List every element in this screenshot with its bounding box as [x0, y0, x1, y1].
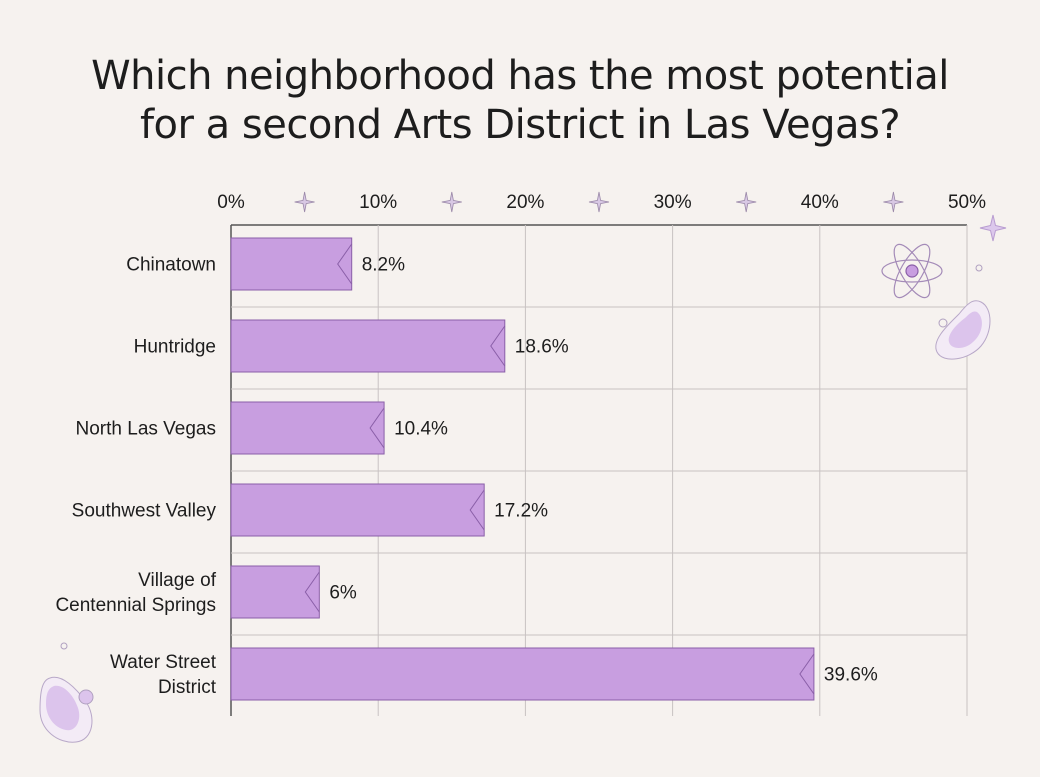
grid	[230, 224, 968, 716]
chart-title-line-1: Which neighborhood has the most potentia…	[91, 53, 949, 99]
sparkle-icon	[588, 191, 610, 213]
category-label-line: Huntridge	[134, 337, 216, 358]
category-label-line: Village of	[138, 570, 217, 591]
bar-end-notch	[799, 653, 815, 695]
value-label: 8.2%	[362, 255, 405, 276]
category-label-line: Water Street	[110, 652, 217, 673]
value-label: 18.6%	[515, 337, 569, 358]
bubble-icon	[78, 689, 94, 705]
bar	[230, 483, 485, 537]
sparkle-icon	[441, 191, 462, 213]
category-label: North Las Vegas	[76, 419, 216, 440]
sparkle-icon	[736, 191, 757, 213]
category-label-line: Southwest Valley	[72, 501, 217, 522]
x-tick-label: 40%	[801, 192, 839, 213]
bar	[230, 237, 353, 291]
bar	[230, 647, 815, 701]
x-tick-label: 20%	[506, 192, 544, 213]
value-label: 10.4%	[394, 419, 448, 440]
bar-end-notch	[490, 325, 506, 367]
bar-end-notch	[469, 489, 485, 531]
category-label: Huntridge	[134, 337, 216, 358]
category-label: Village of Centennial Springs	[55, 570, 216, 616]
atom-icon	[881, 243, 943, 299]
value-label: 39.6%	[824, 665, 878, 686]
category-label-line: Centennial Springs	[55, 595, 216, 616]
blob-icon	[935, 300, 991, 360]
bar-end-notch	[369, 407, 385, 449]
category-label-line: District	[158, 677, 217, 698]
blob-icon	[39, 676, 93, 743]
chart-title-line-2: for a second Arts District in Las Vegas?	[139, 102, 901, 148]
bubble-icon	[60, 642, 68, 650]
bar-end-notch	[304, 571, 320, 613]
x-tick-label: 30%	[654, 192, 692, 213]
x-tick-label: 0%	[217, 192, 245, 213]
x-tick-label: 50%	[948, 192, 986, 213]
sparkle-icon	[294, 191, 315, 213]
bar	[230, 565, 320, 619]
category-label-line: Chinatown	[126, 255, 216, 276]
bubble-icon	[975, 264, 983, 272]
value-label: 6%	[329, 583, 357, 604]
category-label: Southwest Valley	[72, 501, 217, 522]
bar-end-notch	[337, 243, 353, 285]
value-label: 17.2%	[494, 501, 548, 522]
x-tick-label: 10%	[359, 192, 397, 213]
category-label: Chinatown	[126, 255, 216, 276]
chart-title: Which neighborhood has the most potentia…	[0, 52, 1040, 150]
bubble-icon	[938, 318, 948, 328]
bar	[230, 319, 506, 373]
sparkle-icon	[883, 191, 904, 213]
bar	[230, 401, 385, 455]
labels: 0% 10% 20% 30% 40% 50% 8.2% Chinatown 18.6% Huntr…	[55, 191, 986, 698]
category-label-line: North Las Vegas	[76, 419, 216, 440]
bars	[230, 237, 815, 701]
sparkle-icon	[979, 214, 1007, 242]
category-label: Water Street District	[110, 652, 217, 698]
